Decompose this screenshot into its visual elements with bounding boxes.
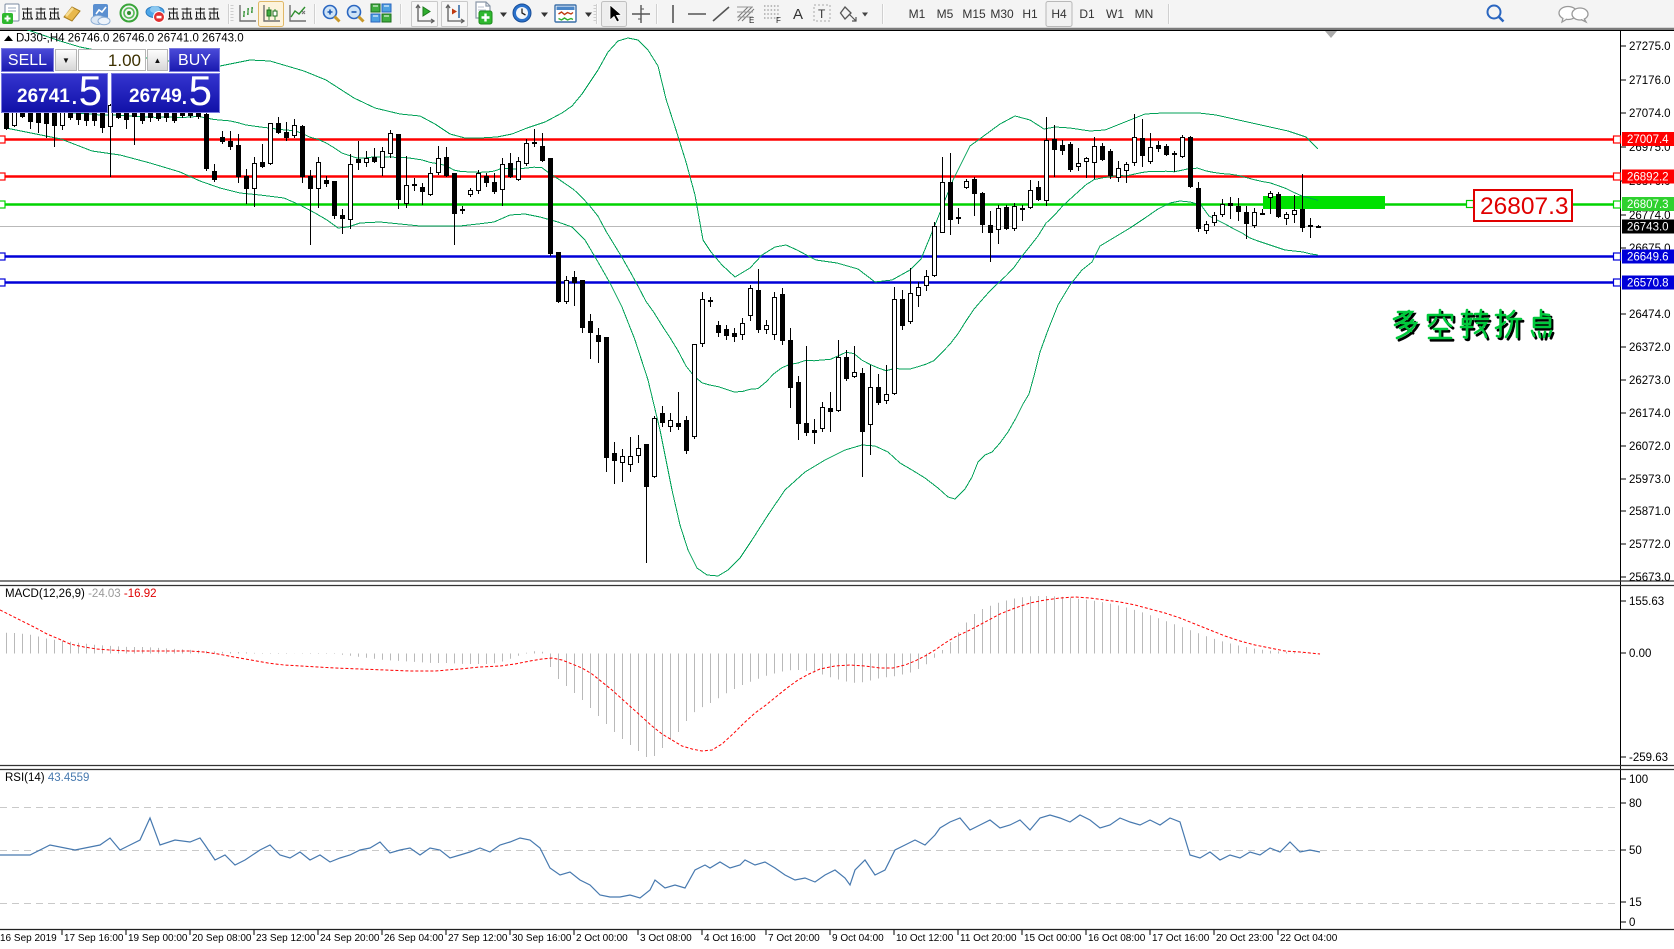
- svg-text:155.63: 155.63: [1629, 596, 1664, 608]
- svg-text:26 Sep 04:00: 26 Sep 04:00: [384, 933, 444, 944]
- svg-text:9 Oct 04:00: 9 Oct 04:00: [832, 933, 884, 944]
- svg-text:26372.0: 26372.0: [1629, 342, 1671, 354]
- svg-text:26174.0: 26174.0: [1629, 408, 1671, 420]
- svg-text:F: F: [776, 16, 781, 25]
- svg-text:26570.8: 26570.8: [1627, 278, 1669, 290]
- svg-text:16 Sep 2019: 16 Sep 2019: [0, 933, 57, 944]
- svg-text:RSI(14) 43.4559: RSI(14) 43.4559: [5, 772, 89, 784]
- svg-text:15 Oct 00:00: 15 Oct 00:00: [1024, 933, 1082, 944]
- svg-text:26649.6: 26649.6: [1627, 252, 1669, 264]
- svg-text:D1: D1: [1079, 7, 1095, 21]
- svg-text:26072.0: 26072.0: [1629, 441, 1671, 453]
- svg-text:27 Sep 12:00: 27 Sep 12:00: [448, 933, 508, 944]
- svg-text:25871.0: 25871.0: [1629, 506, 1671, 518]
- svg-text:25772.0: 25772.0: [1629, 539, 1671, 551]
- svg-text:17 Sep 16:00: 17 Sep 16:00: [64, 933, 124, 944]
- svg-text:16 Oct 08:00: 16 Oct 08:00: [1088, 933, 1146, 944]
- svg-text:A: A: [793, 6, 803, 23]
- svg-text:11 Oct 20:00: 11 Oct 20:00: [960, 933, 1017, 944]
- svg-text:E: E: [749, 16, 754, 25]
- svg-text:24 Sep 20:00: 24 Sep 20:00: [320, 933, 380, 944]
- svg-text:2 Oct 00:00: 2 Oct 00:00: [576, 933, 628, 944]
- svg-text:W1: W1: [1106, 7, 1124, 21]
- svg-text:H4: H4: [1051, 7, 1067, 21]
- svg-text:20 Sep 08:00: 20 Sep 08:00: [192, 933, 252, 944]
- svg-text:50: 50: [1629, 845, 1642, 857]
- svg-text:30 Sep 16:00: 30 Sep 16:00: [512, 933, 572, 944]
- svg-text:25673.0: 25673.0: [1629, 572, 1671, 584]
- svg-text:80: 80: [1629, 798, 1642, 810]
- svg-text:M30: M30: [990, 7, 1014, 21]
- svg-text:26807.3: 26807.3: [1627, 199, 1669, 211]
- svg-text:27176.0: 27176.0: [1629, 75, 1671, 87]
- svg-text:-259.63: -259.63: [1629, 752, 1668, 764]
- svg-text:M5: M5: [937, 7, 954, 21]
- svg-text:MACD(12,26,9) -24.03 -16.92: MACD(12,26,9) -24.03 -16.92: [5, 588, 157, 600]
- svg-text:0.00: 0.00: [1629, 648, 1651, 660]
- svg-text:27007.4: 27007.4: [1627, 134, 1669, 146]
- svg-text:MN: MN: [1135, 7, 1154, 21]
- svg-text:19 Sep 00:00: 19 Sep 00:00: [128, 933, 188, 944]
- svg-text:26273.0: 26273.0: [1629, 375, 1671, 387]
- svg-text:10 Oct 12:00: 10 Oct 12:00: [896, 933, 954, 944]
- svg-text:DJ30-,H4 26746.0 26746.0 2674: DJ30-,H4 26746.0 26746.0 26741.0 26743.0: [16, 33, 244, 45]
- svg-text:0: 0: [1629, 917, 1635, 929]
- svg-text:H1: H1: [1022, 7, 1038, 21]
- svg-text:4 Oct 16:00: 4 Oct 16:00: [704, 933, 756, 944]
- svg-text:100: 100: [1629, 774, 1648, 786]
- svg-text:15: 15: [1629, 897, 1642, 909]
- svg-text:M1: M1: [909, 7, 926, 21]
- svg-text:26474.0: 26474.0: [1629, 309, 1671, 321]
- svg-text:23 Sep 12:00: 23 Sep 12:00: [256, 933, 316, 944]
- svg-text:M15: M15: [962, 7, 986, 21]
- svg-text:27275.0: 27275.0: [1629, 41, 1671, 53]
- svg-text:26774.0: 26774.0: [1629, 210, 1671, 222]
- svg-text:3 Oct 08:00: 3 Oct 08:00: [640, 933, 692, 944]
- svg-text:27074.0: 27074.0: [1629, 108, 1671, 120]
- svg-text:22 Oct 04:00: 22 Oct 04:00: [1280, 933, 1338, 944]
- svg-text:25973.0: 25973.0: [1629, 474, 1671, 486]
- svg-text:20 Oct 23:00: 20 Oct 23:00: [1216, 933, 1274, 944]
- svg-text:26892.2: 26892.2: [1627, 172, 1669, 184]
- svg-text:7 Oct 20:00: 7 Oct 20:00: [768, 933, 820, 944]
- svg-text:T: T: [818, 7, 826, 21]
- svg-text:17 Oct 16:00: 17 Oct 16:00: [1152, 933, 1210, 944]
- svg-text:26807.3: 26807.3: [1480, 193, 1569, 220]
- svg-text:26743.0: 26743.0: [1627, 222, 1669, 234]
